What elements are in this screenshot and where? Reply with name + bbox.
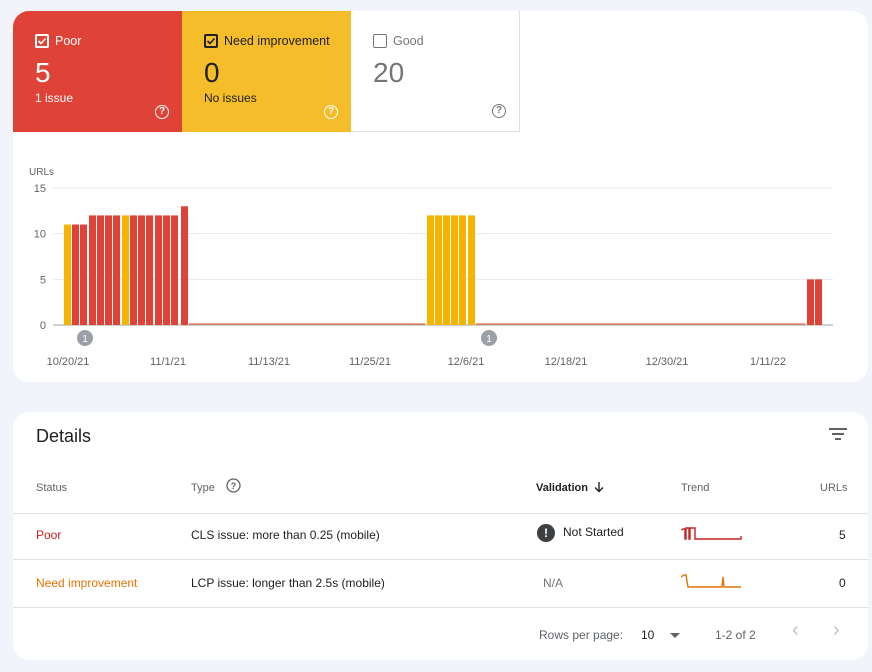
- annotation-marker: [77, 330, 93, 346]
- chart-bar: [807, 279, 814, 325]
- chart-bar: [146, 215, 153, 325]
- good-count: 20: [373, 57, 405, 88]
- filter-icon[interactable]: [829, 427, 847, 441]
- poor-subtext: 1 issue: [35, 91, 74, 105]
- annotation-label: 1: [82, 334, 88, 345]
- svg-text:?: ?: [231, 481, 237, 491]
- chart-bar: [89, 215, 96, 325]
- x-tick-label: 11/13/21: [248, 356, 290, 368]
- need-improvement-subtext: No issues: [204, 91, 257, 105]
- chart-bar: [435, 215, 442, 325]
- x-tick-label: 12/30/21: [646, 356, 689, 368]
- row-type: LCP issue: longer than 2.5s (mobile): [191, 576, 385, 590]
- annotation-marker: [481, 330, 497, 346]
- check-icon: [206, 37, 216, 45]
- dropdown-arrow-icon: [670, 633, 680, 638]
- help-icon[interactable]: ?: [492, 104, 506, 118]
- details-card: Details Status Type ? Validation Trend U…: [13, 412, 868, 660]
- poor-tile-header: Poor: [35, 33, 182, 49]
- exclamation-icon: !: [537, 524, 555, 542]
- need-improvement-count: 0: [204, 57, 220, 88]
- row-urls: 0: [839, 576, 846, 590]
- divider: [13, 607, 868, 608]
- next-page-button[interactable]: ›: [833, 619, 840, 641]
- row-validation-text: Not Started: [563, 525, 624, 540]
- previous-page-button[interactable]: ‹: [792, 619, 799, 641]
- column-header-status[interactable]: Status: [36, 482, 68, 494]
- chart-bar: [451, 215, 458, 325]
- row-type: CLS issue: more than 0.25 (mobile): [191, 528, 380, 542]
- x-tick-label: 12/18/21: [545, 356, 588, 368]
- chart-bar: [155, 215, 162, 325]
- help-icon[interactable]: ?: [324, 105, 338, 119]
- help-icon[interactable]: ?: [226, 478, 241, 493]
- x-tick-label: 10/20/21: [47, 356, 90, 368]
- chart-bar: [138, 215, 145, 325]
- row-status: Poor: [36, 528, 62, 542]
- rows-per-page-value: 10: [641, 628, 655, 642]
- x-tick-label: 11/25/21: [349, 356, 391, 368]
- chart-bar: [97, 215, 104, 325]
- chart-bar: [72, 224, 79, 325]
- chart-bar: [105, 215, 112, 325]
- chart-bar: [815, 279, 822, 325]
- column-header-validation[interactable]: Validation: [536, 482, 588, 494]
- chart-bar: [468, 215, 475, 325]
- urls-bar-chart: URLs 0 5 10 15 10/20/21 11/1/21 11/13/21 11/25/2…: [29, 167, 833, 368]
- good-tile-label: Good: [393, 34, 424, 48]
- check-icon: [37, 37, 47, 45]
- chart-bar: [443, 215, 450, 325]
- column-header-type[interactable]: Type: [191, 482, 215, 494]
- pagination-range: 1-2 of 2: [715, 628, 756, 642]
- y-axis-label: URLs: [29, 167, 54, 178]
- y-tick-label: 0: [40, 320, 46, 332]
- row-validation: ! Not Started: [537, 524, 624, 542]
- good-tile-header: Good: [373, 33, 519, 49]
- y-tick-label: 15: [34, 183, 46, 195]
- need-improvement-tile[interactable]: Need improvement 0 No issues ?: [182, 11, 351, 132]
- poor-tile-label: Poor: [55, 34, 82, 48]
- rows-per-page-label: Rows per page:: [539, 628, 624, 642]
- row-urls: 5: [839, 528, 846, 542]
- annotation-label: 1: [486, 334, 492, 345]
- trend-sparkline: [681, 574, 741, 588]
- y-tick-label: 10: [34, 229, 46, 241]
- chart-bar: [130, 215, 137, 325]
- chart-bar: [122, 215, 129, 325]
- need-improvement-tile-label: Need improvement: [224, 34, 330, 48]
- y-tick-label: 5: [40, 274, 46, 286]
- need-improvement-tile-header: Need improvement: [204, 33, 351, 49]
- column-header-trend: Trend: [681, 482, 710, 494]
- chart-bar: [163, 215, 170, 325]
- row-validation: N/A: [543, 576, 564, 590]
- column-header-urls[interactable]: URLs: [820, 482, 848, 494]
- good-checkbox[interactable]: [373, 34, 387, 48]
- chart-bar: [113, 215, 120, 325]
- trend-sparkline: [681, 527, 742, 540]
- divider: [13, 513, 868, 514]
- need-improvement-checkbox[interactable]: [204, 34, 218, 48]
- good-subtext: [373, 91, 519, 105]
- x-tick-label: 12/6/21: [448, 356, 485, 368]
- chart-bar: [181, 206, 188, 325]
- summary-card: Poor 5 1 issue ? Need improvement 0 No i…: [13, 11, 868, 382]
- chart-bar: [459, 215, 466, 325]
- chart-bar: [427, 215, 434, 325]
- chart-bar: [64, 224, 71, 325]
- details-title: Details: [36, 426, 92, 446]
- poor-tile[interactable]: Poor 5 1 issue ?: [13, 11, 182, 132]
- good-tile[interactable]: Good 20 ?: [351, 11, 520, 132]
- poor-count: 5: [35, 57, 51, 88]
- arrow-down-icon[interactable]: [593, 481, 605, 493]
- poor-checkbox[interactable]: [35, 34, 49, 48]
- divider: [13, 559, 868, 560]
- chart-bar: [171, 215, 178, 325]
- chart-bar: [80, 224, 87, 325]
- help-icon[interactable]: ?: [155, 105, 169, 119]
- x-tick-label: 1/11/22: [750, 356, 786, 368]
- row-status: Need improvement: [36, 576, 138, 590]
- x-tick-label: 11/1/21: [150, 356, 186, 368]
